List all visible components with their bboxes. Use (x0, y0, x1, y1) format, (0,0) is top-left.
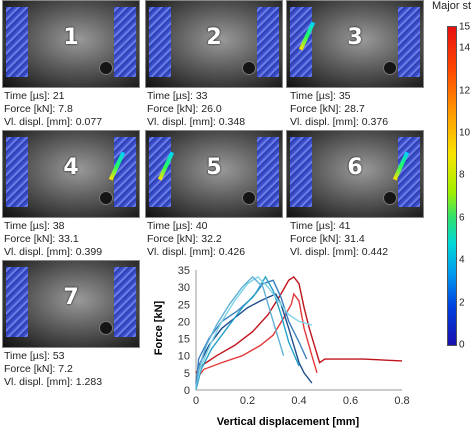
specimen-hole (99, 191, 113, 205)
colorbar-tick: 6 (459, 212, 465, 224)
colorbar (447, 26, 457, 346)
displacement-label: Vl. displ. [mm]: 1.283 (4, 376, 103, 388)
y-tick-label: 25 (178, 299, 190, 311)
force-label: Force [kN]: 28.7 (290, 103, 365, 115)
time-label: Time [µs]: 35 (290, 90, 351, 102)
colorbar-tick: 14 (459, 42, 471, 54)
frame-caption-3: Time [µs]: 35 Force [kN]: 28.7 Vl. displ. … (290, 90, 388, 129)
series-line-2 (195, 292, 318, 381)
force-label: Force [kN]: 7.8 (4, 103, 73, 115)
dic-frame-3: 3 (286, 0, 424, 88)
force-displacement-chart: 0 0.2 0.4 0.6 0.8 0 5 10 15 20 25 30 35 Vertical dis… (153, 265, 410, 428)
specimen-hole (242, 191, 256, 205)
frame-caption-4: Time [µs]: 38 Force [kN]: 33.1 Vl. displ. … (4, 220, 102, 259)
colorbar-title: Major st (432, 0, 472, 12)
frame-number: 6 (347, 155, 363, 180)
frame-caption-2: Time [µs]: 33 Force [kN]: 26.0 Vl. displ. … (147, 90, 245, 129)
displacement-label: Vl. displ. [mm]: 0.399 (4, 246, 103, 258)
frame-number: 7 (63, 285, 79, 310)
y-tick-label: 20 (178, 316, 190, 328)
strain-band-right (257, 7, 279, 77)
frame-caption-1: Time [µs]: 21 Force [kN]: 7.8 Vl. displ. [… (4, 90, 102, 129)
force-label: Force [kN]: 7.2 (4, 363, 73, 375)
colorbar-tick: 12 (459, 85, 471, 97)
y-tick-label: 0 (184, 385, 190, 397)
strain-band-left (6, 137, 28, 207)
time-label: Time [µs]: 40 (147, 220, 208, 232)
series-line-7 (195, 275, 285, 391)
time-label: Time [µs]: 38 (4, 220, 65, 232)
strain-band-right (257, 137, 279, 207)
colorbar-tick: 4 (459, 254, 465, 266)
frame-number: 3 (347, 25, 363, 50)
strain-band-right (398, 7, 420, 77)
x-tick-label: 0.2 (240, 395, 255, 407)
force-label: Force [kN]: 33.1 (4, 233, 79, 245)
displacement-label: Vl. displ. [mm]: 0.077 (4, 116, 103, 128)
specimen-hole (99, 321, 113, 335)
dic-frame-2: 2 (145, 0, 283, 88)
frame-number: 4 (63, 155, 79, 180)
dic-frame-7: 7 (2, 260, 140, 348)
x-tick-label: 0.8 (394, 395, 409, 407)
dic-frame-5: 5 (145, 130, 283, 218)
y-tick-label: 5 (184, 368, 190, 380)
frame-number: 5 (206, 155, 222, 180)
x-tick-label: 0.4 (291, 395, 306, 407)
dic-frame-6: 6 (286, 130, 424, 218)
y-tick-label: 10 (178, 351, 190, 363)
colorbar-tick: 8 (459, 169, 465, 181)
frame-caption-6: Time [µs]: 41 Force [kN]: 31.4 Vl. displ. … (290, 220, 388, 259)
time-label: Time [µs]: 41 (290, 220, 351, 232)
time-label: Time [µs]: 21 (4, 90, 65, 102)
displacement-label: Vl. displ. [mm]: 0.376 (290, 116, 389, 128)
x-axis-label: Vertical displacement [mm] (217, 416, 360, 428)
displacement-label: Vl. displ. [mm]: 0.442 (290, 246, 389, 258)
strain-band-right (114, 7, 136, 77)
force-label: Force [kN]: 26.0 (147, 103, 222, 115)
y-axis-label: Force [kN] (153, 300, 165, 355)
force-label: Force [kN]: 31.4 (290, 233, 365, 245)
y-tick-label: 35 (178, 265, 190, 277)
colorbar-tick: 15 (459, 21, 471, 33)
specimen-hole (99, 61, 113, 75)
y-tick-label: 15 (178, 334, 190, 346)
force-label: Force [kN]: 32.2 (147, 233, 222, 245)
strain-band-left (6, 267, 28, 337)
displacement-label: Vl. displ. [mm]: 0.348 (147, 116, 246, 128)
frame-caption-7: Time [µs]: 53 Force [kN]: 7.2 Vl. displ. [… (4, 350, 102, 389)
frame-number: 1 (63, 25, 79, 50)
dic-frame-1: 1 (2, 0, 140, 88)
dic-frame-4: 4 (2, 130, 140, 218)
y-tick-label: 30 (178, 282, 190, 294)
colorbar-tick: 0 (459, 339, 465, 351)
x-tick-label: 0 (193, 395, 199, 407)
strain-band-left (6, 7, 28, 77)
time-label: Time [µs]: 53 (4, 350, 65, 362)
colorbar-tick: 10 (459, 127, 471, 139)
specimen-hole (383, 191, 397, 205)
strain-band-right (114, 267, 136, 337)
frame-number: 2 (206, 25, 222, 50)
series-line-5 (195, 275, 300, 391)
strain-band-left (149, 7, 171, 77)
colorbar-tick: 2 (459, 297, 465, 309)
x-tick-label: 0.6 (343, 395, 358, 407)
specimen-hole (242, 61, 256, 75)
strain-band-left (290, 137, 312, 207)
displacement-label: Vl. displ. [mm]: 0.426 (147, 246, 246, 258)
specimen-hole (383, 61, 397, 75)
frame-caption-5: Time [µs]: 40 Force [kN]: 32.2 Vl. displ. … (147, 220, 245, 259)
time-label: Time [µs]: 33 (147, 90, 208, 102)
series-line-1 (195, 275, 403, 374)
series-line-6 (195, 276, 313, 387)
